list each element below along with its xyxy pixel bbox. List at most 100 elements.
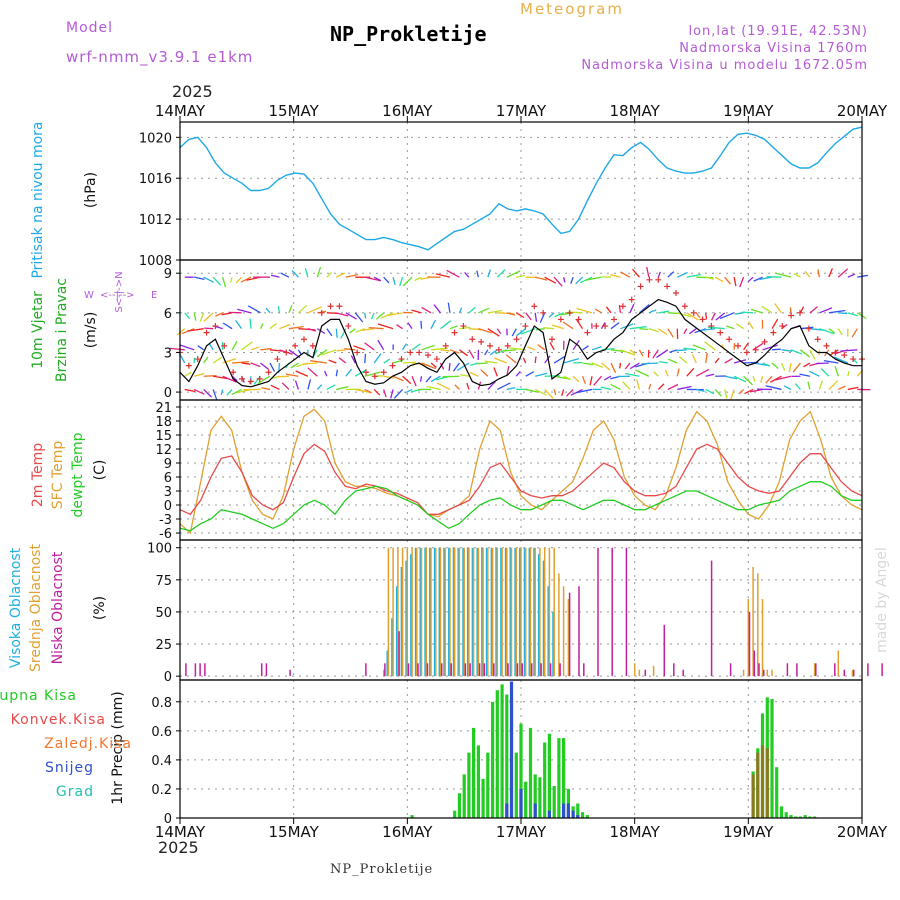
wind-arrow — [197, 345, 205, 351]
wind-arrow — [622, 381, 631, 390]
wind-arrow — [554, 312, 564, 318]
wind-arrow — [851, 328, 858, 338]
temp2m-axis-title: 2m Temp — [30, 443, 46, 507]
wind-arrow — [402, 361, 416, 364]
wind-arrow — [277, 306, 281, 313]
wind-arrow — [515, 370, 521, 377]
wind-arrow — [229, 276, 233, 283]
wind-arrow — [837, 268, 849, 278]
precip-bar — [794, 816, 798, 818]
wind-arrow — [573, 361, 583, 364]
wind-arrow — [793, 272, 801, 278]
gust-marker — [194, 356, 201, 363]
y-tick-label: 100 — [147, 542, 172, 557]
wind-arrow — [383, 375, 395, 379]
precip-bar — [519, 788, 523, 818]
gust-marker — [389, 362, 396, 369]
wind-arrow — [695, 312, 701, 319]
y-tick-label: 0 — [164, 812, 172, 827]
dewpt-line — [179, 481, 862, 532]
wind-arrow — [695, 368, 710, 377]
wind-arrow — [525, 371, 535, 377]
precip-bar — [552, 786, 556, 818]
gust-marker — [460, 323, 467, 330]
wind-arrow — [700, 328, 716, 332]
wind-arrow — [838, 385, 846, 391]
precip-bar — [808, 816, 812, 818]
x-tick-label-bottom: 16MAY — [382, 823, 433, 841]
wind-arrow — [714, 357, 720, 364]
wind-arrow — [269, 322, 277, 330]
wind-arrow — [788, 362, 792, 373]
wind-arrow — [683, 328, 688, 335]
gust-marker — [549, 336, 555, 343]
wind-arrow — [439, 362, 445, 370]
y-tick-label: 75 — [155, 574, 172, 589]
wind-arrow — [752, 376, 756, 382]
precip-bar — [571, 810, 575, 818]
wind-arrow — [593, 375, 603, 386]
wind-arrow — [591, 345, 602, 351]
wind-arrow — [193, 312, 197, 321]
wind-arrow — [477, 381, 482, 390]
precip-bar — [765, 748, 769, 818]
precip-bar — [543, 742, 547, 818]
wind-arrow — [589, 376, 593, 386]
wind-arrow — [582, 362, 594, 366]
wind-arrow — [386, 312, 403, 317]
wind-arrow — [582, 345, 589, 351]
gust-marker — [256, 375, 263, 382]
gust-marker — [407, 349, 414, 356]
wind-arrow — [747, 321, 754, 330]
wind-arrow — [297, 304, 308, 314]
wind-arrow — [326, 384, 336, 391]
wind-arrow — [454, 384, 460, 390]
wind-arrow — [364, 276, 381, 282]
wind-arrow — [399, 276, 404, 287]
wind-arrow — [213, 375, 228, 380]
precip-bar — [462, 774, 466, 818]
wind-arrow — [336, 349, 346, 352]
wind-arrow — [715, 312, 726, 321]
wind-arrow — [288, 325, 304, 330]
gust-marker — [805, 325, 812, 332]
x-tick-label-bottom: 20MAY — [837, 823, 888, 841]
x-tick-label-bottom: 15MAY — [269, 823, 320, 841]
gust-marker — [770, 329, 777, 336]
wind-arrow — [539, 312, 546, 323]
x-tick-label-top: 17MAY — [496, 102, 547, 120]
gust-marker — [531, 303, 538, 310]
wind-arrow — [629, 349, 636, 355]
wind-arrow — [760, 376, 764, 383]
wind-arrow — [179, 344, 195, 351]
wind-arrow — [834, 365, 839, 377]
wind-arrow — [605, 306, 612, 314]
wind-arrow — [458, 307, 463, 314]
wind-arrow — [632, 268, 640, 278]
panel-frame — [179, 121, 863, 261]
wind-arrow — [566, 388, 574, 397]
temp-unit: (C) — [92, 460, 108, 481]
wind-arrow — [392, 277, 396, 286]
wind-arrow — [675, 349, 687, 352]
wind-arrow — [572, 375, 580, 383]
wind-arrow — [448, 362, 451, 371]
wind-arrow — [543, 327, 555, 330]
wind-arrow — [493, 367, 498, 377]
wind-arrow — [624, 362, 631, 370]
wind-arrow — [657, 383, 665, 390]
gust-marker — [345, 323, 352, 330]
gust-marker — [726, 336, 733, 343]
wind-arrow — [310, 360, 327, 364]
precip-bar — [566, 788, 570, 818]
wind-arrow — [265, 307, 271, 314]
wind-arrow — [364, 342, 375, 351]
wind-arrow — [807, 381, 811, 390]
mid-cloud-title: Srednja Oblacnost — [28, 544, 44, 672]
wind-arrow — [667, 383, 679, 391]
wind-arrow — [799, 373, 811, 377]
precip-bar — [533, 774, 537, 818]
gust-marker — [247, 378, 254, 385]
wind-arrow — [421, 306, 432, 314]
